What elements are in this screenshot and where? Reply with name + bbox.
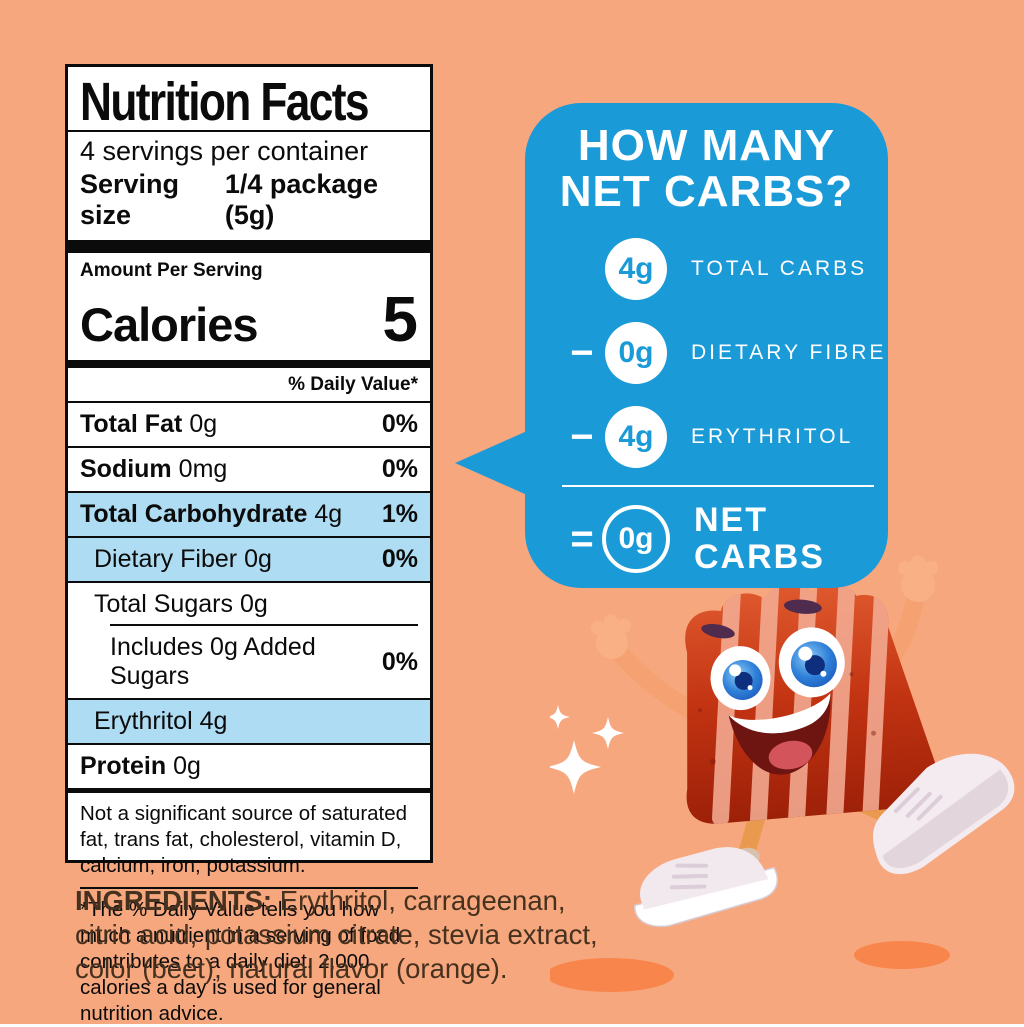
nutrition-facts-label: Nutrition Facts 4 servings per container… xyxy=(65,64,433,1025)
row-dietary-fibre: − 0g DIETARY FIBRE xyxy=(525,311,888,395)
daily-value-header: % Daily Value* xyxy=(68,368,430,403)
equals-divider xyxy=(562,485,874,487)
serving-size-label: Serving size xyxy=(80,169,180,230)
nutrient-name: Erythritol xyxy=(94,707,193,735)
nutrient-amount: 0g xyxy=(244,545,272,573)
laces xyxy=(669,863,709,890)
nutrient-dv: 0% xyxy=(381,410,418,438)
row-added-sugars: Includes 0g Added Sugars 0% xyxy=(68,626,430,700)
mascot-body xyxy=(675,576,942,826)
calories-value: 5 xyxy=(382,283,418,355)
calories-row: Calories 5 xyxy=(80,282,418,356)
row-net-carbs: = 0g NET CARBS xyxy=(525,491,888,587)
value-circle-outlined: 0g xyxy=(602,505,670,573)
minus-operator: − xyxy=(570,414,594,459)
ingredients-body: Erythritol, carrageenan, citric acid, po… xyxy=(75,885,598,984)
net-carbs-label: NET CARBS xyxy=(694,502,825,576)
nutrient-amount: 4g xyxy=(314,500,343,528)
mascot-hand-right xyxy=(898,555,938,602)
equals-operator: = xyxy=(570,516,594,561)
circle-value: 4g xyxy=(618,420,654,453)
nutrient-amount: 0mg xyxy=(178,455,228,483)
nutrient-dv: 1% xyxy=(381,500,418,528)
divider xyxy=(80,887,418,889)
jelly-speckles xyxy=(698,672,877,765)
nutrient-dv: 0% xyxy=(381,545,418,573)
serving-size-value: 1/4 package (5g) xyxy=(224,169,378,230)
bubble-heading: HOW MANY NET CARBS? xyxy=(525,123,888,215)
row-label: DIETARY FIBRE xyxy=(691,341,887,364)
nutrient-dv: 0% xyxy=(381,455,418,483)
footnote-daily-value: *The % Daily Value tells you how much a … xyxy=(80,898,401,1025)
eyebrow-right xyxy=(783,599,822,614)
eye-left xyxy=(710,646,771,711)
row-dietary-fiber: Dietary Fiber 0g 0% xyxy=(68,538,430,583)
thin-bar xyxy=(68,788,430,793)
ingredients-label: INGREDIENTS: xyxy=(75,885,273,916)
row-erythritol: Erythritol 4g xyxy=(68,700,430,745)
nutrient-name: Includes 0g Added Sugars xyxy=(110,633,316,690)
sneaker-right xyxy=(873,753,1015,875)
row-label: TOTAL CARBS xyxy=(691,257,868,280)
row-protein: Protein 0g xyxy=(68,745,430,788)
mouth xyxy=(728,693,831,775)
ingredients-text: INGREDIENTS: Erythritol, carrageenan, ci… xyxy=(75,884,627,986)
medium-bar xyxy=(68,360,430,368)
amount-per-serving: Amount Per Serving xyxy=(80,260,263,281)
nutrient-amount: 0g xyxy=(239,590,268,618)
nutrient-rows: Total Fat 0g 0% Sodium 0mg 0% Total Carboh… xyxy=(68,403,430,788)
sparkle-icon xyxy=(550,705,624,794)
nutrient-amount: 0g xyxy=(189,410,218,438)
row-label: ERYTHRITOL xyxy=(691,425,854,448)
nutrient-name: Protein xyxy=(80,752,167,780)
jelly-mascot xyxy=(550,555,1015,992)
nutrient-name: Total Sugars xyxy=(94,590,233,618)
divider xyxy=(68,130,430,132)
serving-size-row: Serving size 1/4 package (5g) xyxy=(80,169,418,231)
row-total-fat: Total Fat 0g 0% xyxy=(68,403,430,448)
circle-value: 4g xyxy=(618,252,654,285)
thick-bar xyxy=(68,240,430,253)
row-erythritol: − 4g ERYTHRITOL xyxy=(525,395,888,479)
net-carbs-line1: NET xyxy=(694,501,768,539)
ground-shadows xyxy=(550,941,950,992)
row-sodium: Sodium 0mg 0% xyxy=(68,448,430,493)
nutrient-name: Total Fat xyxy=(80,410,183,438)
minus-operator: − xyxy=(570,330,594,375)
nutrient-amount: 0g xyxy=(173,752,201,780)
bubble-heading-line2: NET CARBS? xyxy=(559,167,854,216)
bubble-heading-line1: HOW MANY xyxy=(577,121,836,170)
laces xyxy=(893,787,943,821)
value-circle: 4g xyxy=(605,406,667,468)
value-circle: 4g xyxy=(605,238,667,300)
sneaker-left xyxy=(634,847,778,928)
nutrient-name: Sodium xyxy=(80,455,172,483)
value-circle: 0g xyxy=(605,322,667,384)
eyebrow-left xyxy=(701,624,735,639)
label-title: Nutrition Facts xyxy=(80,72,369,132)
row-total-carbs: 4g TOTAL CARBS xyxy=(525,227,888,311)
circle-value: 0g xyxy=(618,336,654,369)
calories-label: Calories xyxy=(80,298,258,351)
nutrient-dv: 0% xyxy=(381,647,418,676)
row-total-sugars: Total Sugars 0g xyxy=(68,583,430,626)
mascot-face xyxy=(701,599,845,775)
footnote-significant-source: Not a significant source of saturated fa… xyxy=(80,802,408,877)
row-total-carbohydrate: Total Carbohydrate 4g 1% xyxy=(68,493,430,538)
nutrient-amount: 4g xyxy=(199,707,228,735)
mascot-hand-left xyxy=(591,614,631,659)
servings-per-container: 4 servings per container xyxy=(80,136,369,166)
eye-right xyxy=(778,627,845,698)
nutrient-name: Dietary Fiber xyxy=(94,545,238,573)
nutrient-name: Total Carbohydrate xyxy=(80,500,308,528)
net-carbs-line2: CARBS xyxy=(694,538,825,576)
carb-math-rows: 4g TOTAL CARBS − 0g DIETARY FIBRE − 4g E… xyxy=(525,227,888,479)
net-carbs-bubble: HOW MANY NET CARBS? 4g TOTAL CARBS − 0g … xyxy=(455,103,888,588)
circle-value: 0g xyxy=(618,522,654,555)
